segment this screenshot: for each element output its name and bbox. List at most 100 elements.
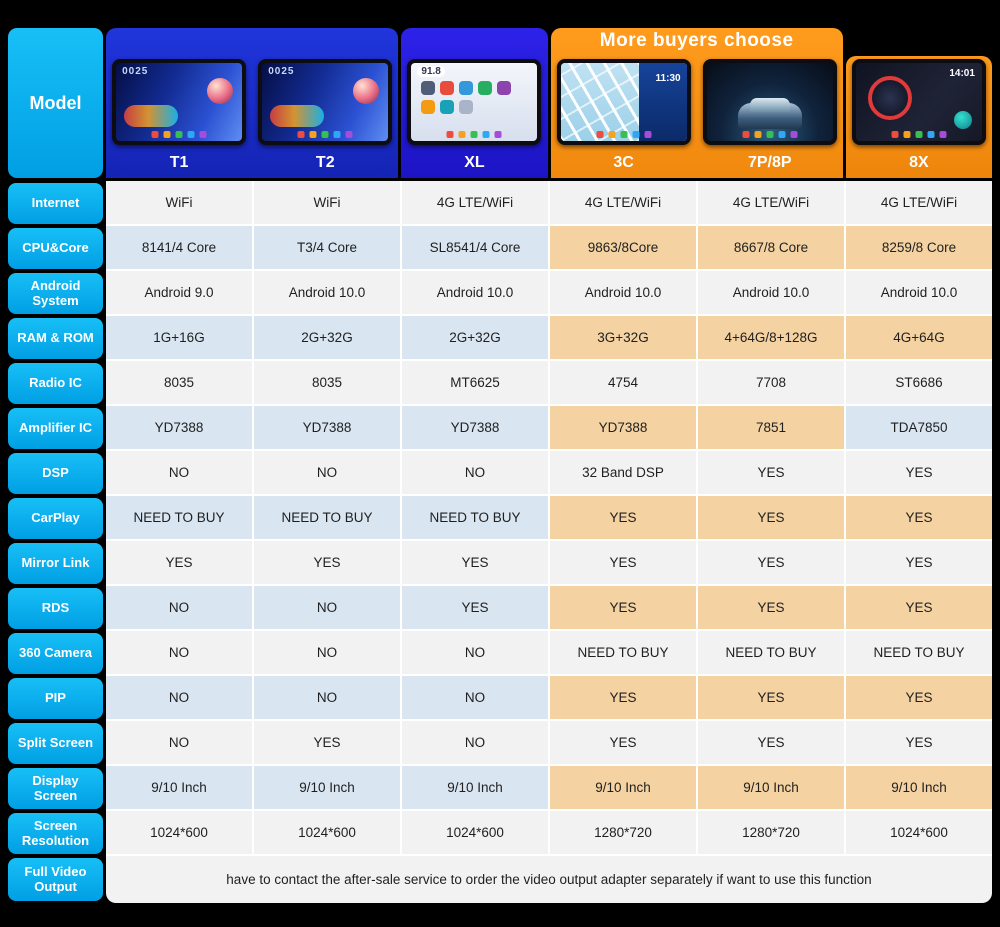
row-label-screen-resolution: Screen Resolution — [8, 813, 103, 854]
screen-radio-text: 91.8 — [417, 66, 445, 77]
spec-cell: 4G LTE/WiFi — [698, 181, 846, 226]
spec-cell: YES — [846, 541, 992, 586]
app-icon-dot — [915, 131, 923, 138]
app-icon-dot — [333, 131, 341, 138]
app-icon-dot — [939, 131, 947, 138]
spec-cell: 7708 — [698, 361, 846, 406]
spec-cell: YES — [698, 721, 846, 766]
row-label-internet: Internet — [8, 183, 103, 224]
spec-cell: YES — [846, 586, 992, 631]
spec-cell: 4+64G/8+128G — [698, 316, 846, 361]
spec-cell: ST6686 — [846, 361, 992, 406]
app-icon-dot — [927, 131, 935, 138]
device-image-8x: 14:01 — [851, 56, 986, 148]
spec-cell: YES — [550, 541, 698, 586]
column-7p-8p: 7P/8P — [697, 56, 843, 178]
spec-cell: Android 10.0 — [846, 271, 992, 316]
spec-cell: 1024*600 — [106, 811, 254, 856]
spec-cell: 8035 — [254, 361, 402, 406]
device-screen-3c: 11:30 — [560, 63, 687, 141]
spec-cell: YES — [846, 496, 992, 541]
app-dock-icons — [742, 131, 798, 138]
table-row: Display Screen 9/10 Inch 9/10 Inch 9/10 Inc… — [8, 766, 992, 811]
device-image-3c: 11:30 — [556, 56, 691, 148]
spec-cell: YES — [846, 451, 992, 496]
device-frame: 0025 — [112, 59, 247, 145]
spec-cell: NO — [402, 631, 550, 676]
spec-cell: TDA7850 — [846, 406, 992, 451]
screen-clock-text: 11:30 — [655, 73, 681, 84]
app-icon-dot — [163, 131, 171, 138]
table-row: 360 Camera NO NO NO NEED TO BUY NEED TO BUY NE… — [8, 631, 992, 676]
column-title-t2: T2 — [315, 154, 335, 171]
spec-cell: 3G+32G — [550, 316, 698, 361]
spec-cell: 8035 — [106, 361, 254, 406]
spec-cell: YD7388 — [402, 406, 550, 451]
row-label-360-camera: 360 Camera — [8, 633, 103, 674]
app-icon-dot — [891, 131, 899, 138]
row-label-amplifier-ic: Amplifier IC — [8, 408, 103, 449]
row-label-full-video-output: Full Video Output — [8, 858, 103, 901]
spec-cell: Android 10.0 — [402, 271, 550, 316]
app-icon-dot — [459, 81, 474, 95]
spec-cell: MT6625 — [402, 361, 550, 406]
column-t1: 0025 T1 — [106, 56, 252, 178]
spec-cell: T3/4 Core — [254, 226, 402, 271]
footer-row: Full Video Output have to contact the af… — [8, 856, 992, 903]
row-label-split-screen: Split Screen — [8, 723, 103, 764]
spec-cell: NO — [402, 721, 550, 766]
app-icon-dot — [440, 81, 455, 95]
spec-cell: NO — [106, 451, 254, 496]
table-row: Android System Android 9.0 Android 10.0 And… — [8, 271, 992, 316]
row-label-dsp: DSP — [8, 453, 103, 494]
spec-cell: NO — [106, 631, 254, 676]
device-screen-xl: 91.8 — [411, 63, 538, 141]
column-title-3c: 3C — [613, 154, 634, 171]
device-frame: 11:30 — [556, 59, 691, 145]
app-icon-dot — [790, 131, 798, 138]
spec-cell: 8141/4 Core — [106, 226, 254, 271]
device-frame: 91.8 — [407, 59, 542, 145]
spec-cell: NO — [254, 631, 402, 676]
table-row: RDS NO NO YES YES YES YES — [8, 586, 992, 631]
spec-cell: 7851 — [698, 406, 846, 451]
app-icon-dot — [345, 131, 353, 138]
app-icon-dot — [421, 81, 436, 95]
spec-cell: YD7388 — [106, 406, 254, 451]
spec-cell: 1280*720 — [550, 811, 698, 856]
app-icon-dot — [421, 100, 436, 114]
column-title-xl: XL — [464, 154, 485, 171]
device-screen-8x: 14:01 — [855, 63, 982, 141]
spec-cell: NEED TO BUY — [106, 496, 254, 541]
spec-cell: WiFi — [106, 181, 254, 226]
app-grid-icons — [421, 81, 513, 114]
device-image-7p-8p — [702, 56, 837, 148]
screen-clock-text: 0025 — [122, 66, 149, 77]
screen-clock-text: 14:01 — [949, 68, 975, 79]
header-group-8x: 14:01 8X — [845, 56, 992, 178]
model-label: Model — [29, 92, 82, 113]
spec-cell: YES — [846, 721, 992, 766]
spec-cell: Android 10.0 — [550, 271, 698, 316]
spec-cell: NEED TO BUY — [846, 631, 992, 676]
row-label-mirror-link: Mirror Link — [8, 543, 103, 584]
spec-cell: YES — [254, 721, 402, 766]
spec-cell: NEED TO BUY — [698, 631, 846, 676]
spec-cell: YES — [698, 451, 846, 496]
device-frame: 14:01 — [851, 59, 986, 145]
app-icon-dot — [187, 131, 195, 138]
spec-cell: 9/10 Inch — [846, 766, 992, 811]
app-icon-dot — [608, 131, 616, 138]
app-dock-icons — [297, 131, 353, 138]
spec-cell: NO — [254, 676, 402, 721]
device-screen-7p-8p — [706, 63, 833, 141]
spec-cell: YES — [698, 496, 846, 541]
spec-cell: 9863/8Core — [550, 226, 698, 271]
spec-cell: 1024*600 — [402, 811, 550, 856]
table-row: DSP NO NO NO 32 Band DSP YES YES — [8, 451, 992, 496]
device-frame: 0025 — [258, 59, 393, 145]
app-dock-icons — [891, 131, 947, 138]
column-8x: 14:01 8X — [846, 56, 992, 178]
app-icon-dot — [620, 131, 628, 138]
app-icon-dot — [596, 131, 604, 138]
